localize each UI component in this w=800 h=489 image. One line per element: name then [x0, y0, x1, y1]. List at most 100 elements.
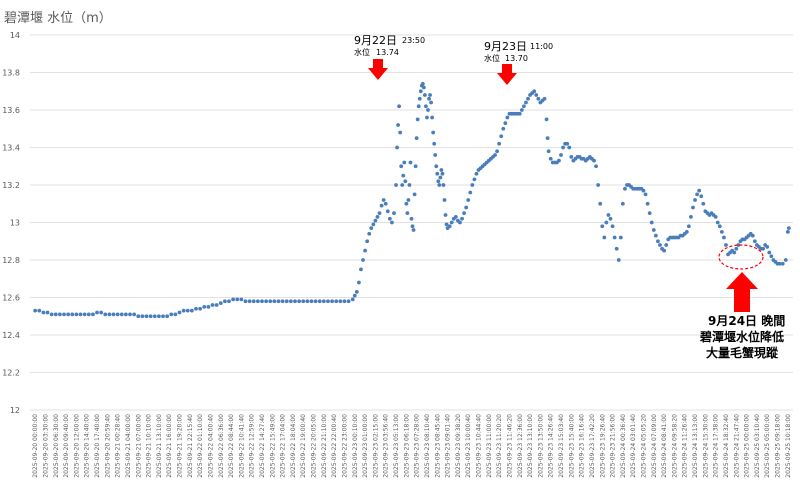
x-tick-label: 2025-09-20 03:30:00: [42, 414, 49, 478]
data-point: [436, 179, 441, 184]
grid: [30, 34, 793, 411]
annotation-1-time: 23:50: [402, 36, 425, 45]
x-tick-label: 2025-09-20 09:40:00: [63, 414, 70, 478]
data-point: [123, 312, 128, 317]
data-point: [214, 303, 219, 307]
data-point: [653, 233, 658, 238]
data-point: [264, 299, 269, 304]
data-point: [765, 244, 770, 249]
data-point: [501, 126, 506, 131]
x-tick-label: 2025-09-23 16:16:40: [579, 414, 586, 478]
data-point: [403, 179, 408, 184]
data-point: [594, 164, 598, 169]
data-point: [559, 153, 563, 157]
data-point: [390, 220, 394, 225]
data-point: [724, 243, 728, 247]
x-tick-label: 2025-09-23 02:15:00: [372, 414, 379, 478]
annotation-1-arrow: [368, 59, 388, 80]
data-point: [713, 214, 718, 219]
data-point: [734, 246, 739, 251]
data-point: [658, 243, 662, 247]
data-point: [194, 306, 198, 311]
data-point: [641, 188, 646, 193]
data-point: [272, 299, 277, 304]
data-point: [387, 216, 392, 221]
x-tick-label: 2025-09-22 18:04:00: [290, 414, 297, 478]
data-point: [132, 312, 137, 317]
data-point: [526, 96, 530, 101]
data-point: [210, 303, 215, 307]
data-point: [468, 190, 473, 195]
x-tick-label: 2025-09-22 04:00:40: [207, 414, 214, 478]
x-axis: 2025-09-20 00:00:00 2025-09-20 03:30:00 20…: [32, 414, 792, 478]
data-point: [301, 299, 306, 304]
data-point: [144, 314, 149, 319]
annotation-peak-1: 9月22日 23:50 水位 13.74: [354, 34, 425, 80]
data-point: [128, 312, 132, 317]
x-tick-label: 2025-09-21 00:28:40: [115, 414, 122, 478]
data-point: [103, 312, 108, 317]
y-tick-label: 12.2: [2, 369, 20, 378]
data-point: [416, 104, 421, 109]
data-point: [413, 164, 418, 169]
data-point: [181, 308, 186, 313]
annotation-2-time: 11:00: [530, 42, 553, 51]
x-tick-label: 2025-09-22 14:27:40: [259, 414, 266, 478]
plot-area: 12 12.2 12.4 12.6 12.8 13 13.2 13.4 13.6 13.8 14 2…: [2, 31, 793, 478]
data-point: [409, 216, 414, 221]
data-point: [395, 145, 399, 150]
data-point: [58, 312, 62, 317]
data-point: [474, 171, 479, 176]
x-tick-label: 2025-09-20 06:30:00: [53, 414, 60, 478]
x-tick-label: 2025-09-20 12:00:00: [73, 414, 80, 478]
data-point: [293, 299, 297, 304]
data-point: [499, 134, 504, 139]
data-point: [247, 299, 252, 304]
data-point: [517, 111, 522, 116]
x-tick-label: 2025-09-23 00:10:00: [352, 414, 359, 478]
data-point: [426, 108, 430, 112]
data-point: [689, 214, 693, 219]
data-point: [699, 194, 704, 199]
data-point: [592, 158, 596, 163]
x-tick-label: 2025-09-23 11:20:20: [496, 414, 503, 478]
data-point: [423, 93, 427, 97]
y-tick-label: 12.8: [2, 256, 20, 265]
data-point: [411, 228, 416, 232]
data-point: [598, 201, 603, 206]
data-point: [447, 224, 452, 229]
data-point: [177, 310, 182, 315]
data-point: [431, 130, 436, 135]
data-point: [371, 222, 376, 227]
data-point: [305, 299, 310, 304]
x-tick-label: 2025-09-25 05:00:00: [764, 414, 771, 478]
data-point: [373, 218, 378, 223]
data-point: [429, 100, 433, 105]
data-point: [251, 299, 256, 304]
data-point: [561, 145, 565, 150]
data-point: [777, 261, 782, 266]
data-point: [414, 136, 419, 141]
data-point: [309, 299, 314, 304]
y-tick-label: 13.4: [2, 144, 20, 153]
data-point: [350, 297, 355, 302]
data-point: [288, 299, 293, 304]
data-point: [785, 229, 790, 234]
x-tick-label: 2025-09-20 20:59:40: [104, 414, 111, 478]
data-point: [369, 226, 374, 231]
data-point: [610, 224, 615, 229]
data-point: [377, 211, 382, 216]
x-tick-label: 2025-09-20 17:40:00: [94, 414, 101, 478]
x-tick-label: 2025-09-22 20:05:00: [311, 414, 318, 478]
data-point: [693, 198, 697, 202]
data-point: [532, 89, 537, 94]
data-point: [697, 188, 702, 193]
data-point: [107, 312, 112, 317]
data-point: [334, 299, 339, 304]
data-point: [338, 299, 343, 304]
x-tick-label: 2025-09-25 00:00:00: [744, 414, 751, 478]
data-point: [521, 104, 526, 109]
data-point: [767, 250, 772, 255]
data-point: [645, 201, 650, 206]
data-point: [470, 183, 475, 187]
